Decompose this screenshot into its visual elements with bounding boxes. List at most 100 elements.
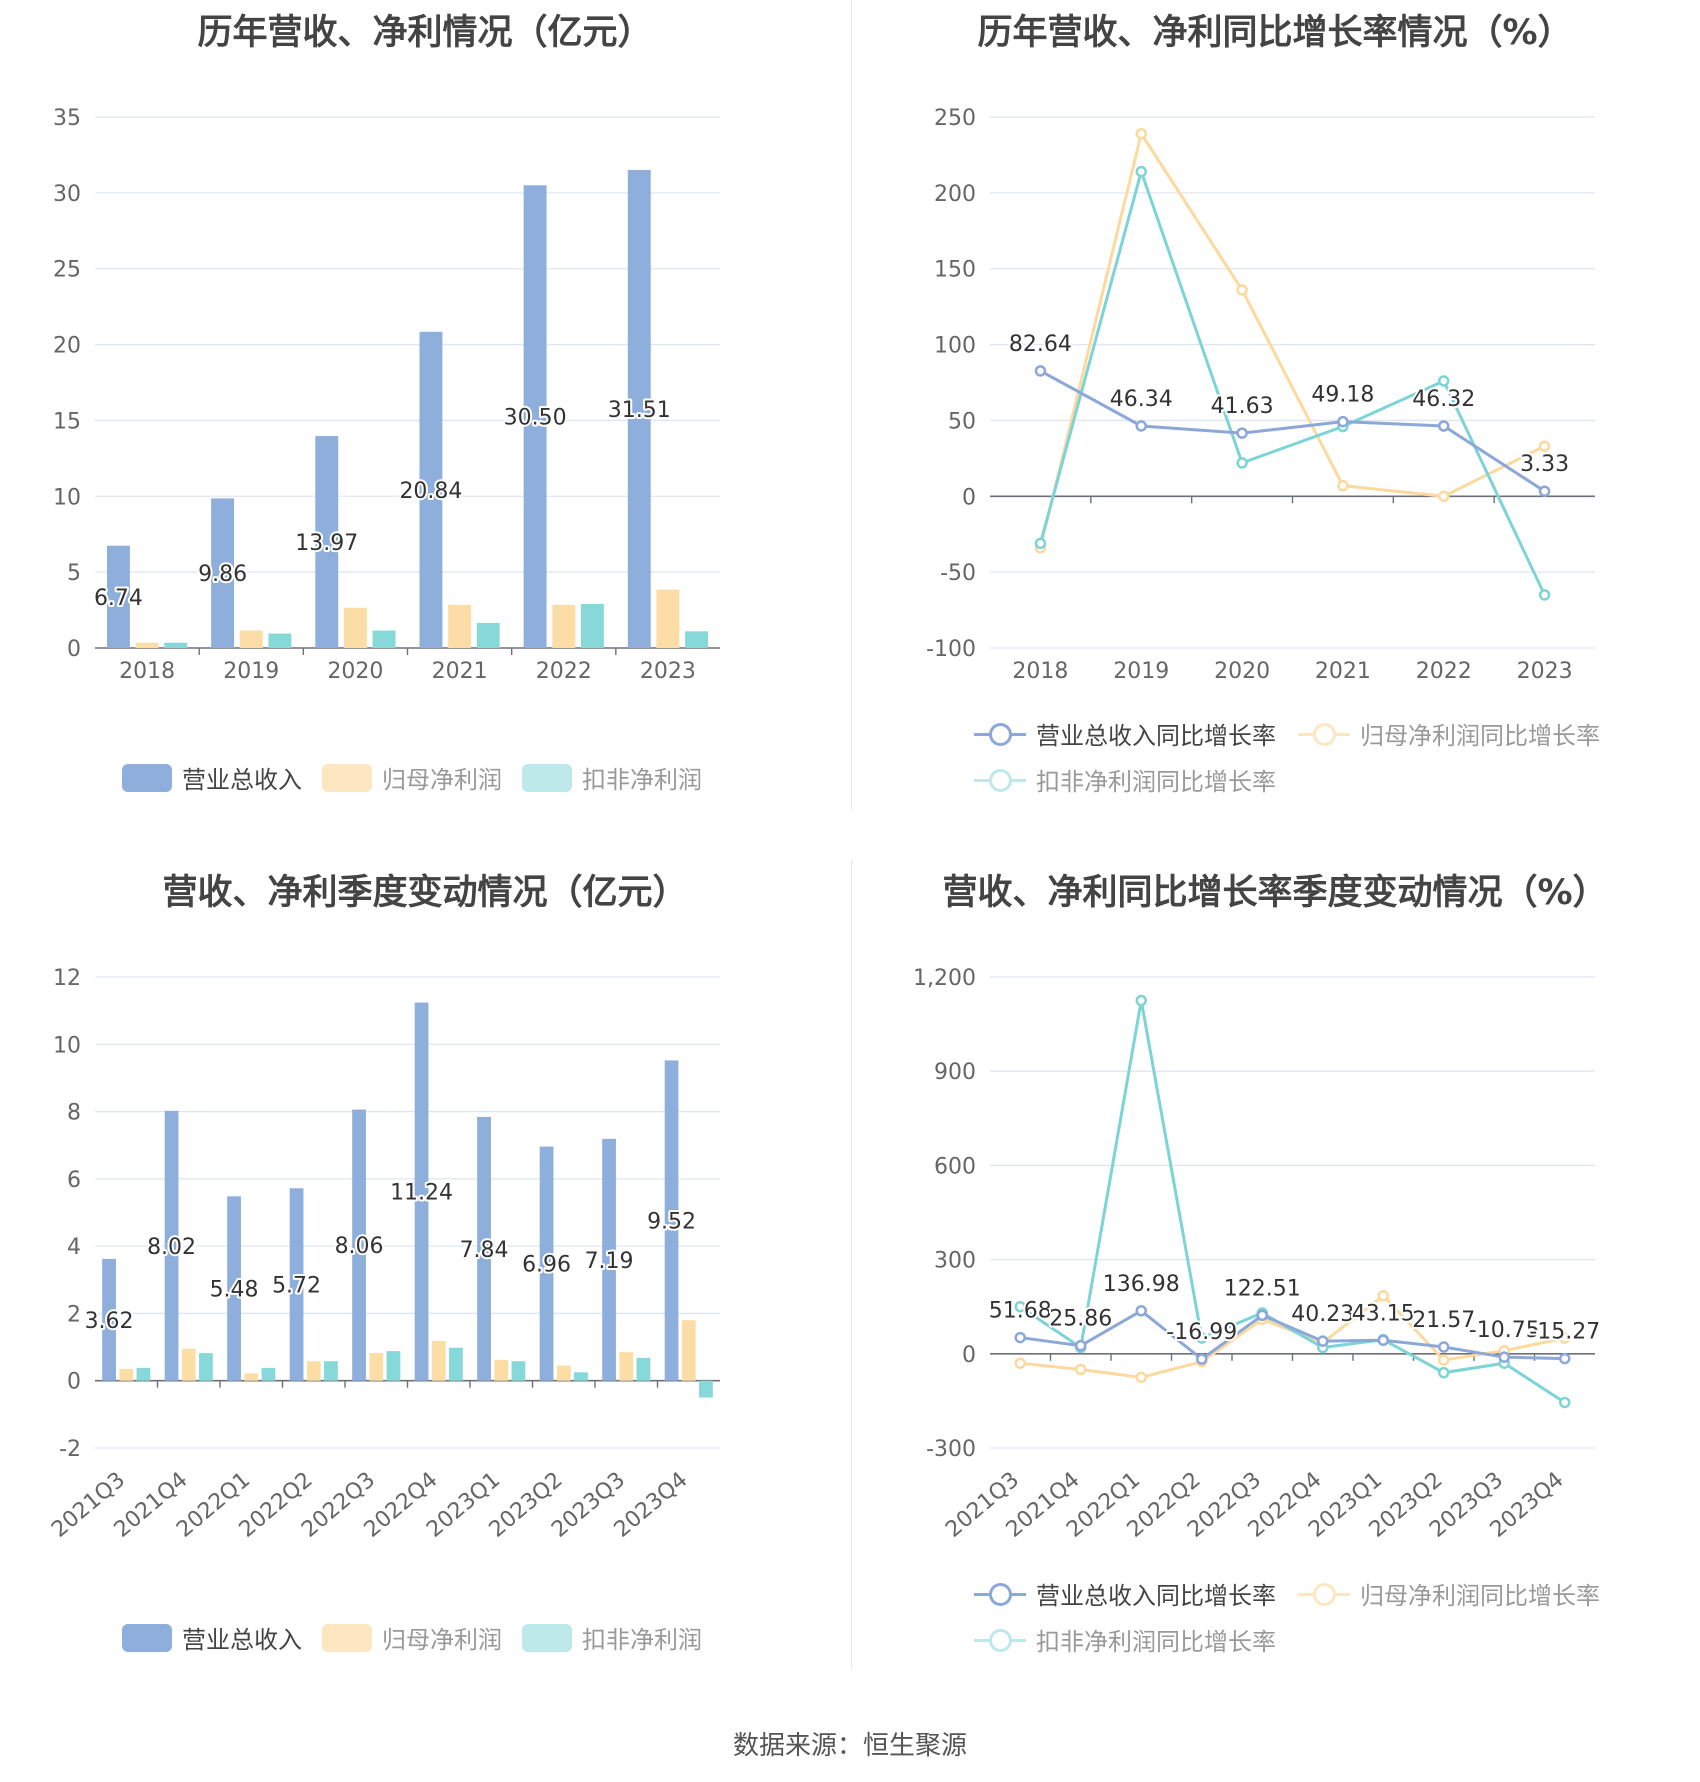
quarterly-bar-panel: 营收、净利季度变动情况（亿元） -2 0 2 4 6 8 10 12 2021Q3 2021Q4 2… [0,860,850,1720]
data-label: 30.50 [504,406,567,431]
data-point [1135,1305,1147,1317]
bar-net-profit [656,589,680,648]
bar-deducted-profit [164,642,188,648]
data-label: -16.99 [1166,1320,1237,1345]
data-point [1014,1300,1026,1313]
legend-label-revenue[interactable]: 营业总收入 [182,766,302,794]
y-tick-label: 4 [67,1235,81,1260]
x-tick-label: 2021 [1315,659,1371,684]
legend-row-1: 营业总收入同比增长率 归母净利润同比增长率 [974,1576,1600,1611]
y-tick-label: 10 [53,1033,81,1058]
data-point [1256,1309,1268,1322]
data-point [1075,1339,1087,1352]
data-label: 9.86 [198,562,247,587]
data-label: 20.84 [399,479,462,504]
bar-deducted-profit [372,630,396,648]
data-point [1438,1354,1450,1366]
bar-revenue [352,1109,366,1381]
y-tick-label: 50 [948,409,976,434]
x-tick-label: 2018 [119,659,175,684]
data-point [1377,1289,1389,1302]
data-point [1438,1366,1450,1379]
data-point [1337,415,1349,428]
legend-label-net-profit-growth[interactable]: 归母净利润同比增长率 [1360,722,1600,750]
legend: 营业总收入 归母净利润 扣非净利润 [122,760,702,795]
legend-label-net-profit-growth[interactable]: 归母净利润同比增长率 [1360,1582,1600,1610]
data-label: 46.34 [1110,387,1173,412]
data-point [1538,440,1551,452]
legend-label-revenue[interactable]: 营业总收入 [182,1626,302,1654]
bar-deducted-profit [449,1347,463,1381]
data-point [1317,1335,1329,1347]
bar-net-profit [306,1361,321,1381]
quarterly-growth-chart: -30003006009001,2002021Q32021Q42022Q1202… [913,966,1602,1543]
chart-title: 营收、净利季度变动情况（亿元） [162,873,688,913]
bar-deducted-profit [261,1367,276,1381]
bar-net-profit [552,604,576,648]
y-tick-label: 35 [53,106,81,131]
data-point [1438,375,1450,387]
bar-net-profit [619,1352,634,1381]
data-point [1034,365,1047,377]
annual-bar-panel: 历年营收、净利情况（亿元） 0 5 10 15 20 25 30 35 2018 2019 2020… [0,0,850,860]
data-point [1337,479,1349,492]
annual-growth-panel: 历年营收、净利同比增长率情况（%） -100 -50 0 50 100 150 200 250… [850,0,1700,860]
bar-net-profit [448,604,472,648]
data-label: 6.96 [522,1253,571,1278]
bar-net-profit [244,1373,259,1381]
legend-label-deducted-profit-growth[interactable]: 扣非净利润同比增长率 [1036,1628,1276,1656]
bar-revenue [414,1002,429,1381]
x-tick-label: 2023 [640,659,696,684]
legend-swatch-deducted-profit [522,1623,572,1652]
data-label: 8.06 [335,1234,384,1259]
y-tick-label: 25 [53,258,81,283]
x-tick-label: 2020 [1214,659,1270,684]
y-tick-label: 300 [934,1249,976,1274]
legend-label-net-profit[interactable]: 归母净利润 [382,1626,502,1654]
x-tick-label: 2023 [1517,659,1573,684]
y-tick-label: 100 [934,334,976,359]
y-tick-label: 15 [53,409,81,434]
y-tick-label: -50 [940,561,976,586]
data-point [1075,1363,1087,1376]
bar-revenue [539,1146,554,1381]
legend-row-1: 营业总收入同比增长率 归母净利润同比增长率 [974,716,1600,751]
series-line [1019,1000,1566,1404]
data-point [1559,1396,1571,1409]
y-tick-label: 900 [934,1060,976,1085]
series-line [1020,1308,1565,1362]
data-label: 51.68 [989,1299,1052,1324]
legend-swatch-net-profit-growth [1298,1580,1350,1608]
legend-label-deducted-profit[interactable]: 扣非净利润 [582,1626,702,1654]
x-tick-label: 2019 [1113,659,1169,684]
legend-label-net-profit[interactable]: 归母净利润 [382,766,502,794]
bar-net-profit [369,1353,384,1381]
bar-net-profit [343,607,367,648]
legend-swatch-revenue [122,1623,172,1652]
data-label: 136.98 [1103,1272,1180,1297]
bar-revenue [627,169,651,648]
legend-label-revenue-growth[interactable]: 营业总收入同比增长率 [1036,722,1276,750]
data-point [1438,1341,1450,1353]
bar-net-profit [135,642,159,648]
y-tick-label: -100 [926,637,976,662]
legend-row-2: 扣非净利润同比增长率 [974,1622,1276,1657]
bar-deducted-profit [324,1361,338,1381]
data-point [1135,1371,1147,1384]
x-tick-label: 2021 [432,659,488,684]
data-label: 122.51 [1224,1276,1301,1301]
data-point [1377,1334,1389,1347]
divider-top [851,0,852,810]
data-label: 3.33 [1520,452,1569,477]
data-point [1538,589,1551,601]
y-tick-label: 1,200 [913,966,976,991]
legend-label-deducted-profit-growth[interactable]: 扣非净利润同比增长率 [1036,768,1276,796]
data-point [1034,537,1047,550]
legend-label-deducted-profit[interactable]: 扣非净利润 [582,766,702,794]
legend-swatch-deducted-profit [522,763,572,792]
quarterly-growth-panel: 营收、净利同比增长率季度变动情况（%） -300 0 300 600 900 1,200 2… [850,860,1700,1720]
bar-revenue [289,1188,304,1381]
y-tick-label: 12 [53,966,81,991]
legend-label-revenue-growth[interactable]: 营业总收入同比增长率 [1036,1582,1276,1610]
bar-net-profit [681,1320,696,1381]
